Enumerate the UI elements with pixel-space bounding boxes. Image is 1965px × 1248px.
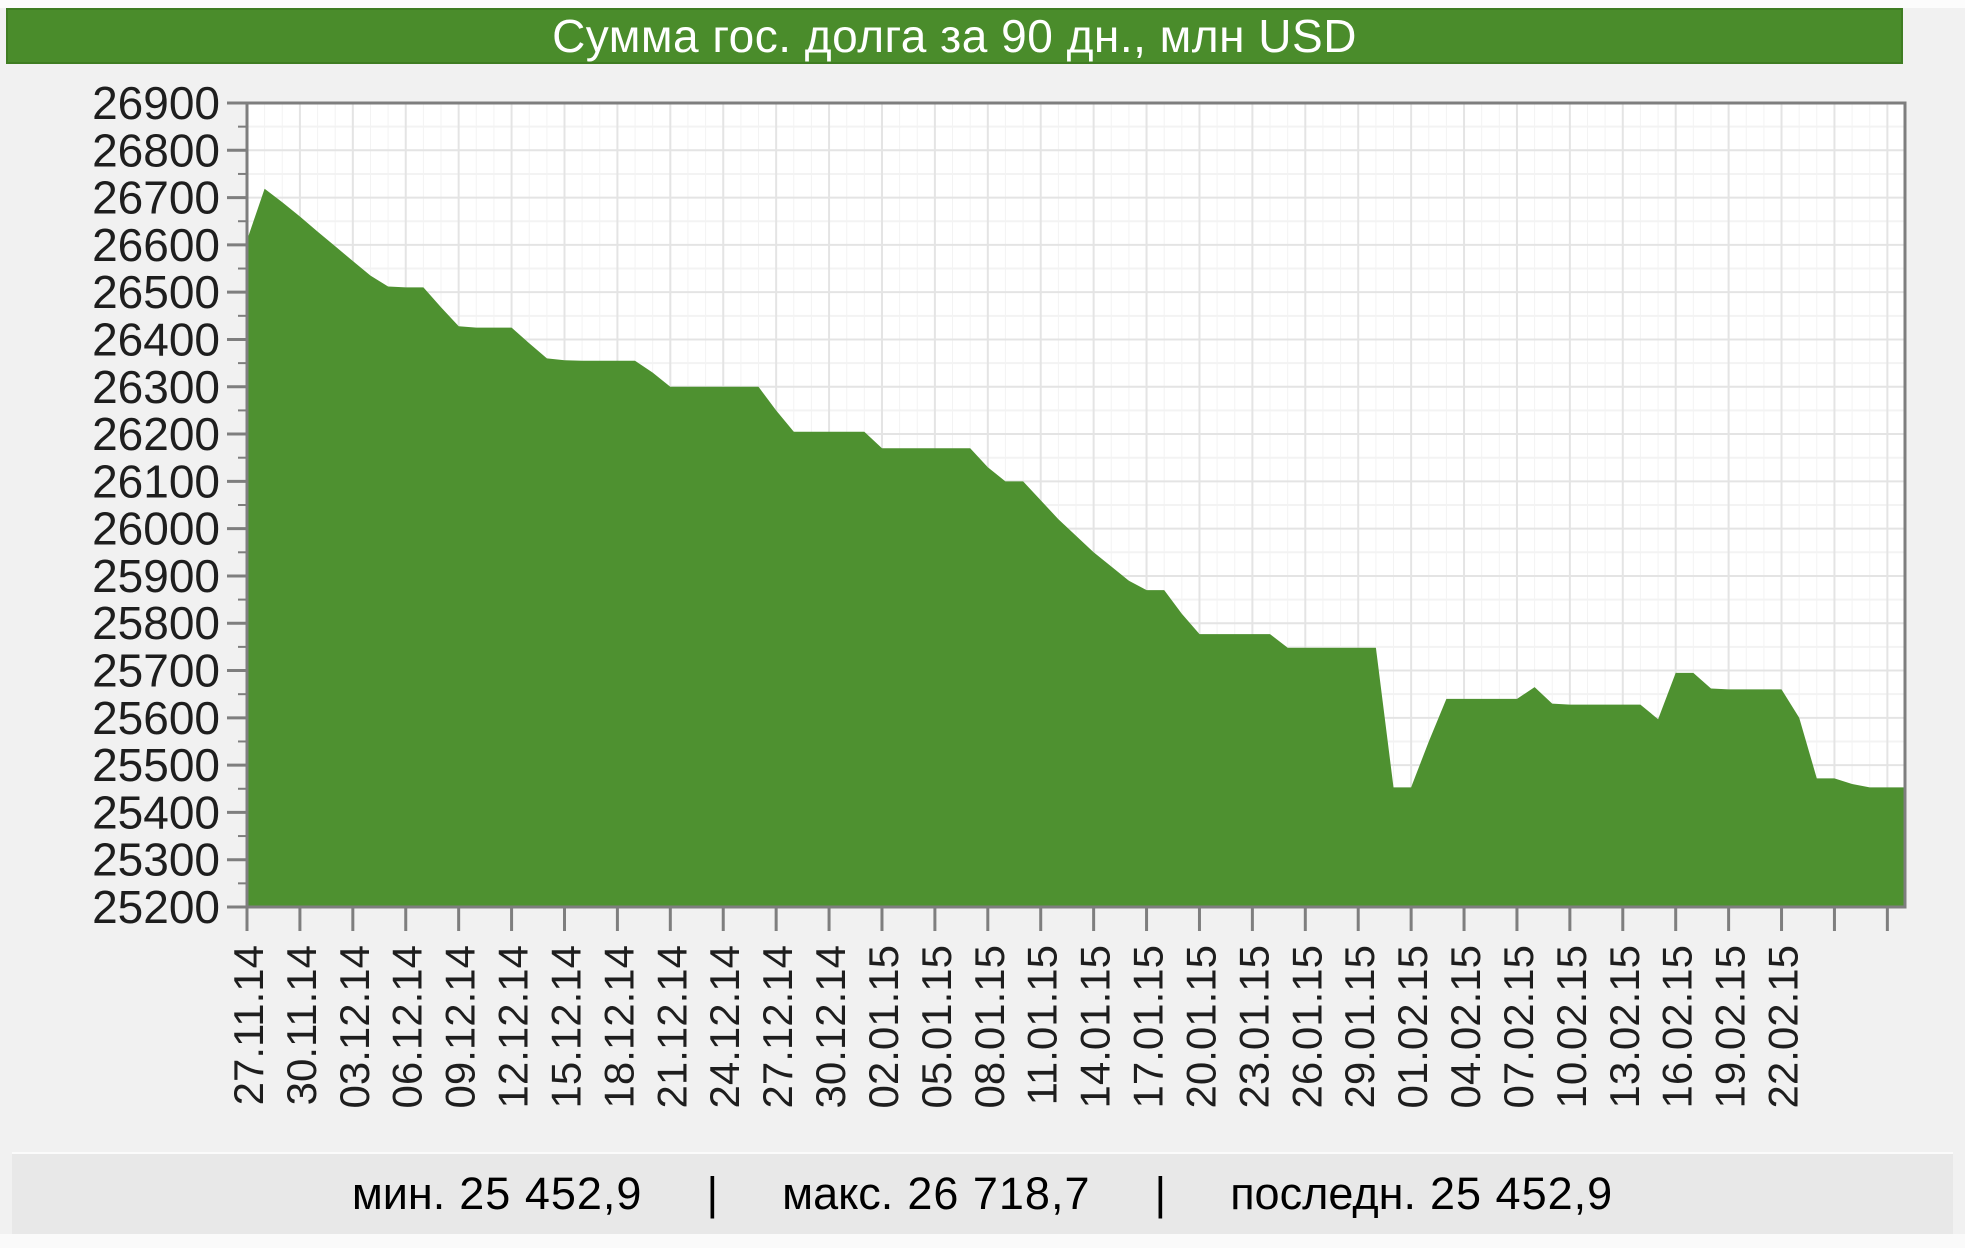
x-tick-label: 12.12.14 [490, 945, 537, 1109]
last-value: 25 452,9 [1430, 1168, 1614, 1219]
x-tick-label: 02.01.15 [860, 945, 907, 1108]
y-tick-label: 25700 [92, 645, 220, 697]
area-chart-canvas: 2520025300254002550025600257002580025900… [92, 77, 1907, 1109]
y-tick-label: 25800 [92, 597, 220, 649]
y-tick-label: 26800 [92, 124, 220, 176]
x-tick-label: 27.11.14 [225, 945, 272, 1105]
x-tick-label: 29.01.15 [1336, 945, 1383, 1109]
x-tick-label: 08.01.15 [966, 945, 1013, 1108]
x-tick-label: 26.01.15 [1283, 945, 1330, 1109]
status-bar: мин. 25 452,9 | макс. 26 718,7 | последн… [12, 1152, 1953, 1234]
x-tick-label: 22.02.15 [1760, 945, 1807, 1109]
x-tick-label: 30.11.14 [278, 945, 325, 1105]
x-tick-label: 06.12.14 [384, 945, 431, 1109]
x-tick-label: 13.02.15 [1601, 945, 1648, 1109]
debt-area-chart: 25200 25300 25400 25500 25600 25700 25800 25900… [0, 70, 1965, 1152]
chart-title: Сумма гос. долга за 90 дн., млн USD [552, 10, 1357, 62]
separator-icon: | [706, 1168, 719, 1219]
max-label: макс. [782, 1168, 894, 1219]
y-tick-label: 25400 [92, 786, 220, 838]
x-tick-label: 15.12.14 [542, 945, 589, 1109]
x-tick-label: 16.02.15 [1654, 945, 1701, 1109]
x-tick-label: 23.01.15 [1230, 945, 1277, 1109]
y-tick-label: 25300 [92, 834, 220, 886]
x-tick-label: 11.01.15 [1019, 945, 1066, 1105]
x-tick-label: 20.01.15 [1177, 945, 1224, 1109]
x-tick-label: 18.12.14 [595, 945, 642, 1109]
last-label: последн. [1230, 1168, 1416, 1219]
x-tick-label: 05.01.15 [913, 945, 960, 1109]
x-tick-label: 01.02.15 [1389, 945, 1436, 1109]
chart-title-bar: Сумма гос. долга за 90 дн., млн USD [6, 8, 1903, 64]
y-axis: 2520025300254002550025600257002580025900… [92, 77, 247, 933]
x-tick-label: 27.12.14 [754, 945, 801, 1109]
min-value: 25 452,9 [459, 1168, 643, 1219]
y-tick-label: 26200 [92, 408, 220, 460]
y-tick-label: 26700 [92, 172, 220, 224]
y-tick-label: 25200 [92, 881, 220, 933]
y-tick-label: 26300 [92, 361, 220, 413]
x-tick-label: 19.02.15 [1707, 945, 1754, 1109]
x-tick-label: 10.02.15 [1548, 945, 1595, 1109]
y-tick-label: 25600 [92, 692, 220, 744]
x-tick-label: 21.12.14 [648, 945, 695, 1109]
x-tick-label: 03.12.14 [331, 945, 378, 1109]
y-tick-label: 25900 [92, 550, 220, 602]
min-label: мин. [351, 1168, 446, 1219]
top-margin-strip [0, 0, 1965, 8]
y-tick-label: 25500 [92, 739, 220, 791]
x-tick-label: 09.12.14 [437, 945, 484, 1109]
y-tick-label: 26000 [92, 503, 220, 555]
y-tick-label: 26100 [92, 455, 220, 507]
x-tick-label: 24.12.14 [701, 945, 748, 1109]
x-tick-label: 30.12.14 [807, 945, 854, 1109]
bottom-margin-strip [0, 1234, 1965, 1248]
separator-icon: | [1154, 1168, 1167, 1219]
y-tick-label: 26600 [92, 219, 220, 271]
y-tick-label: 26500 [92, 266, 220, 318]
x-tick-label: 17.01.15 [1125, 945, 1172, 1109]
y-tick-label: 26400 [92, 313, 220, 365]
x-tick-label: 07.02.15 [1495, 945, 1542, 1109]
x-tick-label: 14.01.15 [1072, 945, 1119, 1109]
y-tick-label: 26900 [92, 77, 220, 129]
debt-area-series [247, 188, 1905, 907]
max-value: 26 718,7 [907, 1168, 1091, 1219]
x-axis: 27.11.14 30.11.14 03.12.14 06.12.14 09.12.14… [225, 907, 1889, 1109]
x-tick-label: 04.02.15 [1442, 945, 1489, 1109]
